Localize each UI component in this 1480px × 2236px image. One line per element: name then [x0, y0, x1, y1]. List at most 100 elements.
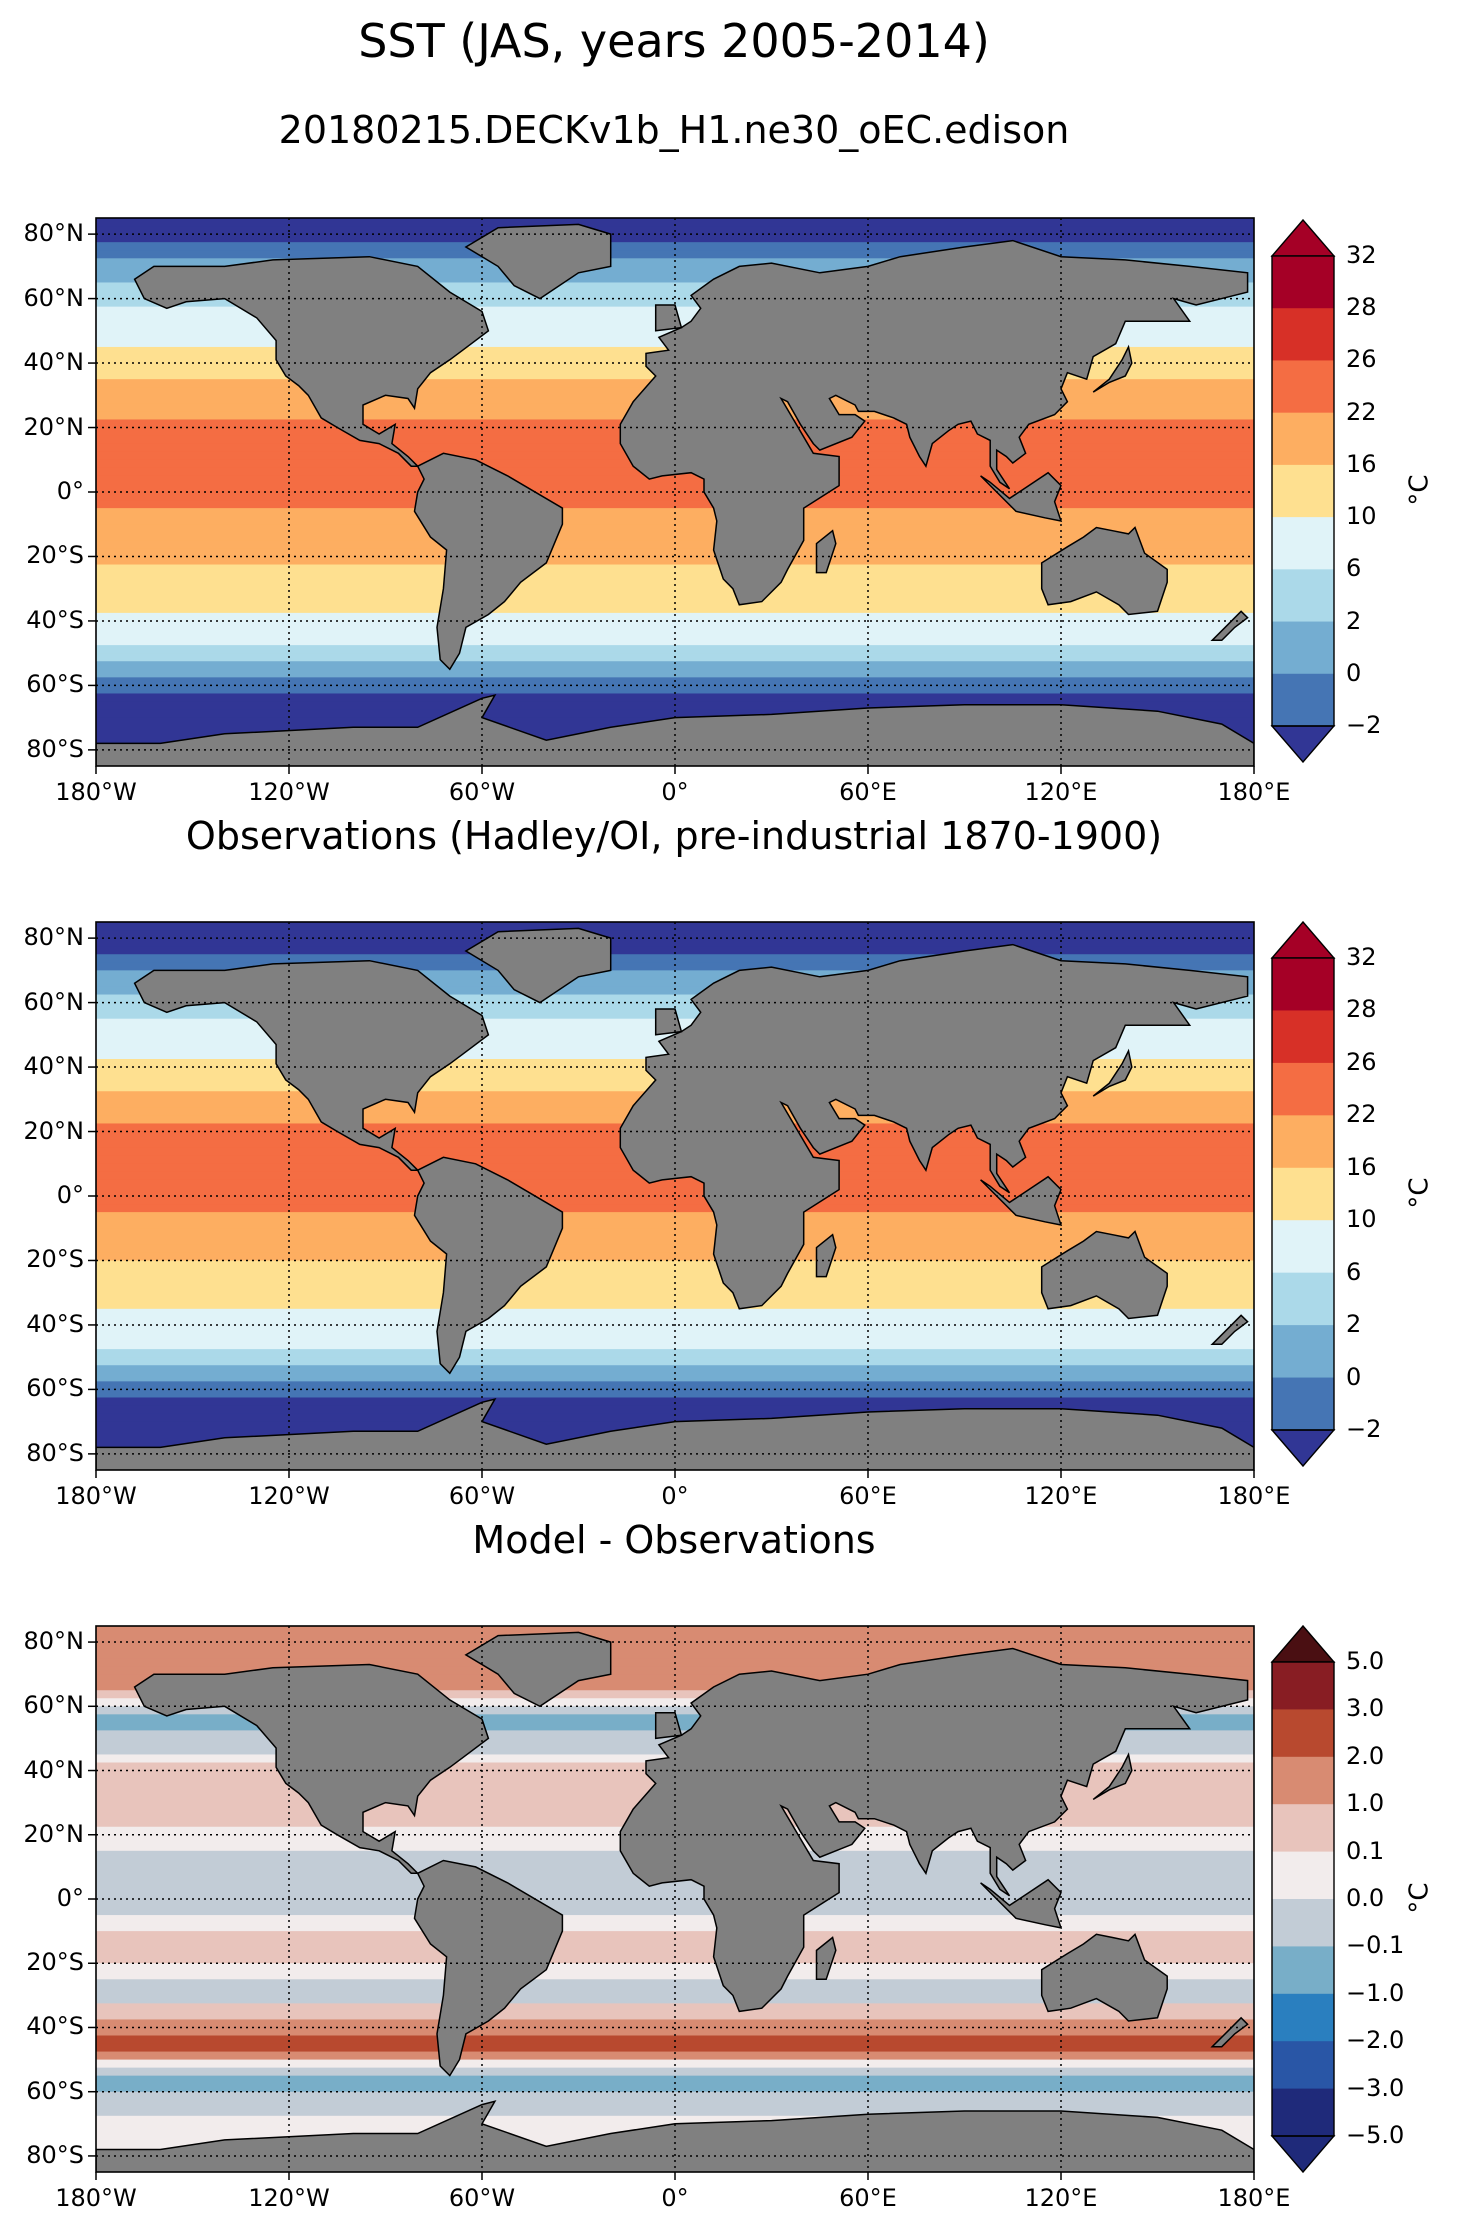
- sst-band: [96, 1882, 1254, 1892]
- sst-band: [96, 282, 1254, 292]
- xtick-label: 180°E: [1217, 1482, 1291, 1510]
- land-new-zealand: [1210, 2016, 1249, 2048]
- colorbar-tick-label: 2: [1346, 606, 1362, 635]
- colorbar-tick-label: 26: [1346, 1047, 1377, 1076]
- sst-band: [96, 669, 1254, 678]
- land-north-america: [133, 1663, 490, 1875]
- sst-band: [96, 946, 1254, 955]
- sst-band: [96, 2027, 1254, 2037]
- map-panel-3: [88, 1625, 1255, 2180]
- xtick-label: 0°: [661, 778, 689, 806]
- sst-band: [96, 1220, 1254, 1229]
- ytick-label: 80°N: [23, 1627, 85, 1656]
- land-australia: [1040, 1932, 1168, 2022]
- ytick-label: 80°N: [23, 219, 85, 248]
- land-new-zealand: [1210, 610, 1249, 642]
- ytick-label: 80°N: [23, 923, 85, 952]
- sst-band: [96, 2075, 1254, 2085]
- colorbar-segment: [1272, 1756, 1334, 1805]
- land-africa-eurasia: [619, 943, 1249, 1310]
- ytick-label: 60°N: [23, 283, 85, 312]
- sst-band: [96, 685, 1254, 695]
- colorbar-segment: [1272, 1062, 1334, 1116]
- colorbar-extend-max: [1270, 920, 1336, 959]
- sst-band: [96, 1292, 1254, 1302]
- colorbar-segment: [1272, 360, 1334, 414]
- colorbar-tick-label: 26: [1346, 345, 1377, 374]
- ytick-label: 40°S: [26, 2012, 84, 2041]
- sst-band: [96, 2099, 1254, 2109]
- sst-band: [96, 2035, 1254, 2045]
- land-madagascar: [815, 529, 837, 574]
- colorbar-tick-label: 22: [1346, 397, 1377, 426]
- land-new-zealand: [1210, 1314, 1249, 1346]
- colorbar-tick-label: 22: [1346, 1100, 1377, 1129]
- colorbar-tick-label: 16: [1346, 1152, 1377, 1181]
- panel-title-2: Observations (Hadley/OI, pre-industrial …: [185, 814, 1163, 858]
- colorbar-extend-min: [1270, 1429, 1336, 1468]
- colorbar-unit: °C: [1404, 1177, 1435, 1209]
- colorbar-tick-label: −5.0: [1346, 2121, 1405, 2149]
- sst-band: [96, 564, 1254, 574]
- sst-band: [96, 2091, 1254, 2101]
- colorbar-tick-label: 6: [1346, 554, 1362, 583]
- sst-band: [96, 242, 1254, 251]
- sst-band: [96, 1349, 1254, 1358]
- sst-band: [96, 1268, 1254, 1278]
- colorbar-segment: [1272, 517, 1334, 570]
- xtick-label: 180°W: [55, 1482, 137, 1510]
- colorbar-segment: [1272, 1899, 1334, 1947]
- xtick-label: 60°E: [839, 2184, 897, 2212]
- sst-band: [96, 588, 1254, 598]
- land-japan: [1092, 344, 1133, 393]
- colorbar-extend-max: [1270, 218, 1336, 257]
- sst-band: [96, 548, 1254, 558]
- sst-band: [96, 1179, 1254, 1189]
- colorbar-unit: °C: [1404, 474, 1435, 506]
- sst-band: [96, 1244, 1254, 1254]
- sst-band: [96, 516, 1254, 525]
- colorbar-extend-min: [1270, 2135, 1336, 2174]
- colorbar-segment: [1272, 1220, 1334, 1274]
- colorbar-tick-label: −2: [1346, 711, 1382, 739]
- ytick-label: 20°S: [26, 1245, 84, 1274]
- xtick-label: 120°W: [248, 778, 330, 806]
- land-north-america: [133, 255, 490, 467]
- sst-band: [96, 1666, 1254, 1675]
- colorbar-tick-label: 16: [1346, 449, 1377, 478]
- colorbar-segment: [1272, 1010, 1334, 1064]
- sst-band: [96, 2003, 1254, 2013]
- sst-band: [96, 1389, 1254, 1399]
- colorbar-segment: [1272, 1804, 1334, 1853]
- land-british-isles: [654, 304, 683, 332]
- xtick-label: 60°W: [448, 1482, 516, 1510]
- land-indonesia: [980, 1175, 1063, 1226]
- land-africa-eurasia: [619, 1647, 1249, 2013]
- colorbar-segment: [1272, 1993, 1334, 2042]
- sst-band: [96, 1341, 1254, 1350]
- ytick-label: 20°S: [26, 541, 84, 570]
- ytick-label: 0°: [56, 1181, 84, 1209]
- colorbar-unit: °C: [1404, 1882, 1435, 1914]
- sst-band: [96, 1939, 1254, 1948]
- colorbar-frame: [1271, 1661, 1335, 2137]
- sst-band: [96, 1650, 1254, 1659]
- land-antarctica: [96, 693, 1254, 766]
- sst-band: [96, 970, 1254, 980]
- sst-band: [96, 2011, 1254, 2021]
- ytick-label: 20°S: [26, 1948, 84, 1977]
- ytick-label: 40°N: [23, 1755, 85, 1784]
- colorbar-2: [1270, 920, 1336, 1468]
- sst-band: [96, 290, 1254, 300]
- ytick-label: 40°S: [26, 1309, 84, 1338]
- sst-band: [96, 2115, 1254, 2125]
- xtick-label: 180°E: [1217, 2184, 1291, 2212]
- colorbar-frame: [1271, 255, 1335, 727]
- colorbar-segment: [1272, 308, 1334, 361]
- xtick-label: 0°: [661, 1482, 689, 1510]
- colorbar-tick-label: 2: [1346, 1310, 1362, 1339]
- xtick-label: 60°W: [448, 2184, 516, 2212]
- land-australia: [1040, 526, 1168, 616]
- colorbar-segment: [1272, 958, 1334, 1011]
- figure-title: SST (JAS, years 2005-2014): [358, 14, 990, 68]
